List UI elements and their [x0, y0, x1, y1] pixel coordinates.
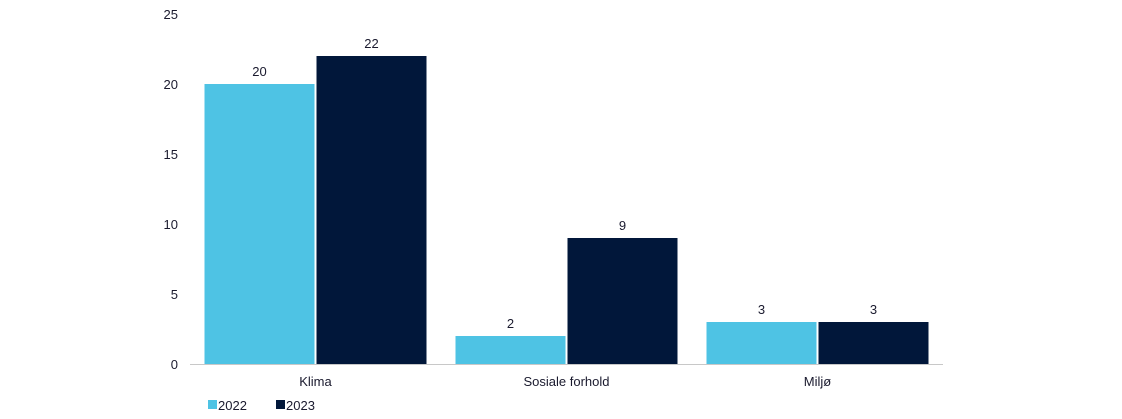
data-label: 2 [507, 316, 514, 331]
x-axis: Klima Sosiale forhold Miljø [299, 374, 831, 389]
bar-2022-2 [706, 322, 817, 364]
category-label: Sosiale forhold [524, 374, 610, 389]
bar-2023-0 [316, 56, 427, 364]
y-tick-label: 25 [164, 7, 178, 22]
legend-swatch [208, 400, 217, 409]
legend: 2022 2023 [208, 398, 315, 413]
bar-2022-1 [455, 336, 566, 364]
y-tick-label: 5 [171, 287, 178, 302]
bar-2023-2 [818, 322, 929, 364]
legend-swatch [276, 400, 285, 409]
data-label: 3 [870, 302, 877, 317]
y-axis: 0 5 10 15 20 25 [164, 7, 178, 372]
bar-2022-0 [204, 84, 315, 364]
data-label: 9 [619, 218, 626, 233]
category-label: Miljø [804, 374, 831, 389]
bars [204, 56, 929, 364]
category-label: Klima [299, 374, 332, 389]
data-label: 3 [758, 302, 765, 317]
data-label: 20 [252, 64, 266, 79]
y-tick-label: 0 [171, 357, 178, 372]
y-tick-label: 15 [164, 147, 178, 162]
bar-2023-1 [567, 238, 678, 364]
legend-label: 2023 [286, 398, 315, 413]
data-label: 22 [364, 36, 378, 51]
y-tick-label: 10 [164, 217, 178, 232]
y-tick-label: 20 [164, 77, 178, 92]
legend-label: 2022 [218, 398, 247, 413]
